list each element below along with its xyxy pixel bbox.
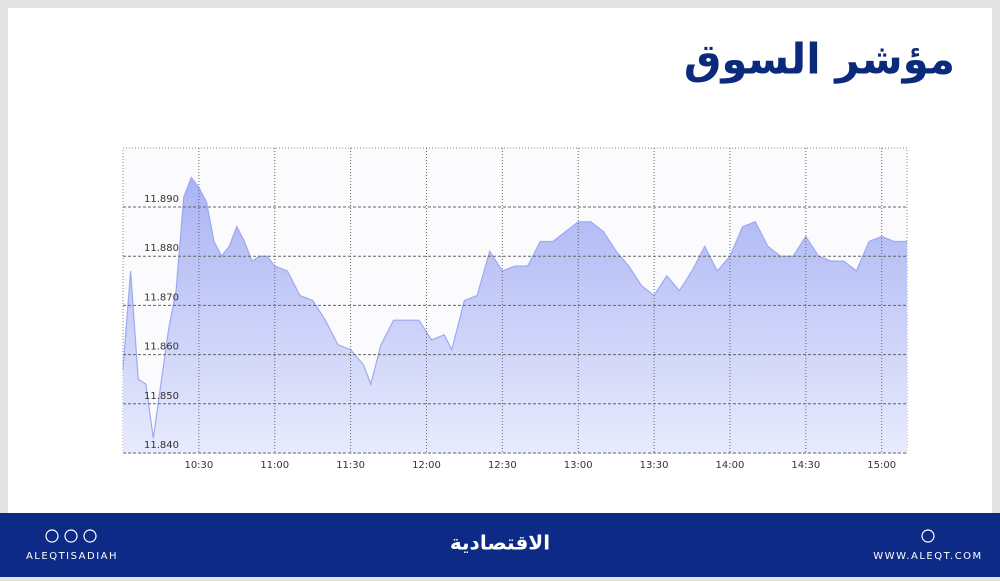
y-tick-label: 11.850 [144, 391, 179, 402]
chart-title: مؤشر السوق [684, 35, 955, 85]
y-tick-label: 11.890 [144, 194, 179, 205]
x-tick-label: 14:00 [716, 460, 745, 471]
x-tick-label: 10:30 [184, 460, 213, 471]
footer-website: WWW.ALEQT.COM [873, 551, 982, 562]
x-tick-label: 11:00 [260, 460, 289, 471]
y-tick-label: 11.870 [144, 292, 179, 303]
y-tick-label: 11.840 [144, 440, 179, 451]
y-tick-label: 11.880 [144, 243, 179, 254]
x-tick-label: 14:30 [791, 460, 820, 471]
line [122, 176, 907, 439]
area [123, 177, 907, 453]
footer-handle: ALEQTISADIAH [26, 551, 118, 562]
x-tick-label: 12:00 [412, 460, 441, 471]
x-tick-label: 11:30 [336, 460, 365, 471]
x-tick-label: 15:00 [867, 460, 896, 471]
plot: 11.840 11.850 11.860 11.870 11.880 11.890 10:3… [122, 147, 908, 471]
footer-bar [0, 513, 1000, 577]
x-tick-label: 13:30 [640, 460, 669, 471]
x-tick-label: 12:30 [488, 460, 517, 471]
x-tick-label: 13:00 [564, 460, 593, 471]
y-tick-label: 11.860 [144, 342, 179, 353]
social-icons [45, 529, 935, 543]
footer-logo: الاقتصادية [450, 531, 550, 555]
